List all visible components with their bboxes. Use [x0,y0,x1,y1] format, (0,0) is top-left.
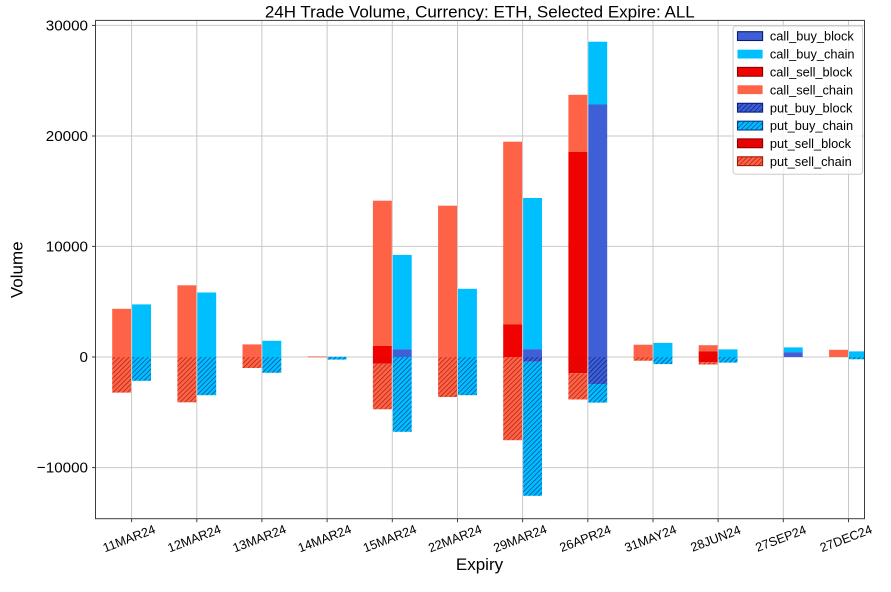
svg-text:30000: 30000 [46,17,88,34]
svg-text:put_buy_block: put_buy_block [770,100,853,115]
svg-text:call_buy_chain: call_buy_chain [770,47,855,62]
svg-text:call_sell_block: call_sell_block [770,64,853,79]
svg-text:20000: 20000 [46,128,88,145]
svg-text:put_buy_chain: put_buy_chain [770,118,853,133]
svg-text:put_sell_block: put_sell_block [770,136,852,151]
svg-text:Expiry: Expiry [456,555,504,574]
svg-text:10000: 10000 [46,238,88,255]
svg-text:put_sell_chain: put_sell_chain [770,154,852,169]
svg-text:Volume: Volume [8,241,27,298]
svg-text:call_sell_chain: call_sell_chain [770,82,853,97]
svg-text:24H Trade Volume, Currency: ET: 24H Trade Volume, Currency: ETH, Selecte… [265,3,695,22]
svg-text:call_buy_block: call_buy_block [770,29,855,44]
svg-text:0: 0 [80,349,88,366]
svg-text:−10000: −10000 [37,460,88,477]
